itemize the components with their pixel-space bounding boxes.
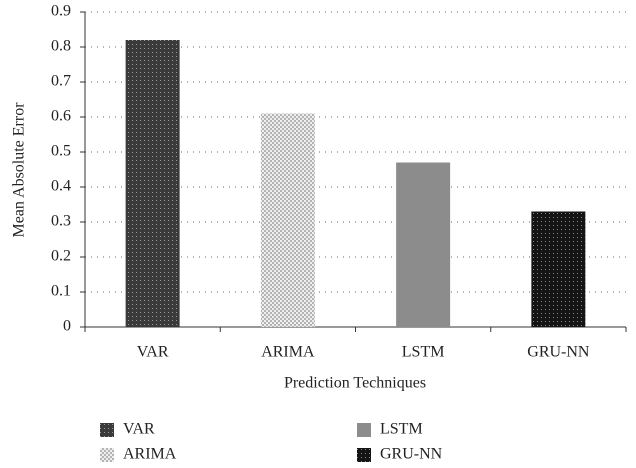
bar <box>531 211 586 327</box>
legend-swatch <box>100 423 114 437</box>
y-tick-label: 0.3 <box>51 213 71 230</box>
y-tick-label: 0 <box>63 318 71 335</box>
legend-label: VAR <box>123 421 155 438</box>
y-tick-label: 0.4 <box>51 178 71 195</box>
legend-swatch <box>357 423 371 437</box>
legend-label: GRU-NN <box>380 446 443 463</box>
bar <box>260 113 315 327</box>
y-tick-label: 0.9 <box>51 3 71 20</box>
bar <box>125 40 180 327</box>
y-tick-label: 0.2 <box>51 248 71 265</box>
bar <box>396 162 451 327</box>
legend-swatch <box>100 448 114 462</box>
y-tick-label: 0.8 <box>51 38 71 55</box>
y-tick-label: 0.6 <box>51 108 71 125</box>
y-axis-title: Mean Absolute Error <box>11 102 28 238</box>
legend-label: ARIMA <box>123 446 177 463</box>
y-tick-label: 0.1 <box>51 283 71 300</box>
y-tick-label: 0.7 <box>51 73 71 90</box>
y-tick-label: 0.5 <box>51 143 71 160</box>
x-axis-title: Prediction Techniques <box>284 375 426 392</box>
legend-swatch <box>357 448 371 462</box>
x-tick-label: GRU-NN <box>527 344 590 361</box>
x-tick-label: VAR <box>137 344 169 361</box>
legend-label: LSTM <box>380 421 423 438</box>
x-tick-label: LSTM <box>402 344 445 361</box>
x-tick-label: ARIMA <box>261 344 315 361</box>
